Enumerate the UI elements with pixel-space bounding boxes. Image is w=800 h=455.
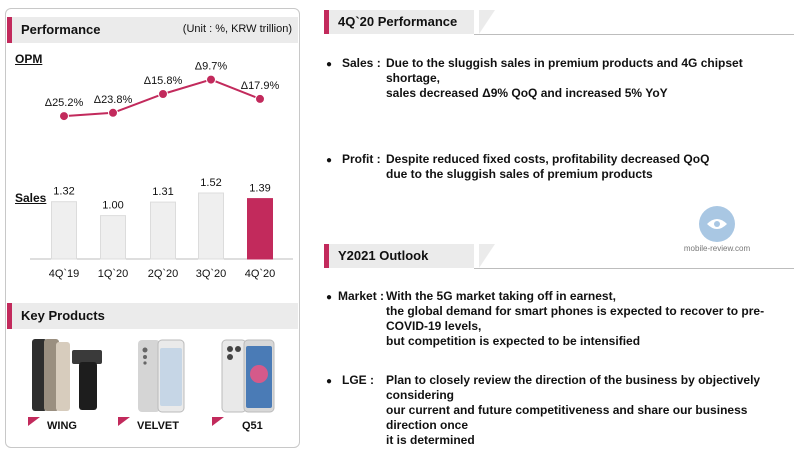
opm-point	[158, 89, 168, 99]
perf-divider	[474, 34, 794, 35]
key-products-title: Key Products	[21, 308, 105, 323]
opm-label: OPM	[15, 52, 43, 66]
unit-label: (Unit : %, KRW trillion)	[182, 23, 292, 35]
quarter-tick-label: 4Q`20	[245, 268, 276, 280]
product-velvet[interactable]	[132, 336, 192, 416]
outlook-text-line: our current and future competitiveness a…	[386, 403, 748, 432]
perf-text-line: Despite reduced fixed costs, profitabili…	[386, 152, 710, 166]
outlook-item-market: ● Market : With the 5G market taking off…	[324, 289, 794, 348]
product-q51[interactable]	[218, 336, 288, 416]
quarter-tick-label: 4Q`19	[49, 268, 80, 280]
watermark: mobile-review.com	[682, 206, 752, 253]
quarter-tick-label: 3Q`20	[196, 268, 227, 280]
sales-label: Sales	[15, 191, 47, 205]
sales-data-label: 1.52	[200, 177, 221, 189]
sales-data-label: 1.39	[249, 183, 270, 195]
sales-bar	[247, 198, 273, 260]
perf-item-sales: ● Sales : Due to the sluggish sales in p…	[324, 56, 794, 100]
performance-title: Performance	[21, 22, 101, 37]
velvet-marker-icon	[118, 417, 130, 426]
bullet-icon: ●	[326, 376, 333, 387]
perf-item-profit: ● Profit : Despite reduced fixed costs, …	[324, 152, 794, 192]
sales-data-label: 1.31	[152, 186, 173, 198]
opm-point	[255, 93, 265, 104]
outlook-divider	[474, 268, 794, 269]
quarter-tick-label: 2Q`20	[148, 268, 179, 280]
bullet-icon: ●	[326, 155, 333, 166]
watermark-text: mobile-review.com	[683, 244, 751, 253]
sales-bar-chart: 1.32 1.00 1.31 1.52 1.39	[51, 177, 273, 260]
opm-point	[59, 111, 69, 122]
watermark-logo-icon	[699, 206, 735, 242]
outlook-text-line: With the 5G market taking off in earnest…	[386, 289, 616, 303]
performance-chart: Δ25.2% Δ23.8%Δ15.8%Δ9.7%Δ17.9% 1.321.001.…	[30, 61, 293, 280]
perf-text-line: Due to the sluggish sales in premium pro…	[386, 56, 743, 85]
opm-point	[206, 74, 216, 85]
sales-bar	[198, 192, 224, 260]
outlook-section-header: Y2021 Outlook	[324, 244, 495, 268]
product-name-wing: WING	[47, 420, 77, 432]
opm-data-label: Δ9.7%	[195, 61, 228, 73]
sales-bar	[100, 215, 126, 260]
bullet-icon: ●	[326, 59, 333, 70]
sales-bar	[51, 201, 77, 260]
opm-data-label: Δ23.8%	[94, 94, 133, 106]
quarter-tick-label: 1Q`20	[98, 268, 129, 280]
q51-marker-icon	[212, 417, 224, 426]
velvet-phone-image	[138, 339, 185, 413]
outlook-text-line: but competition is expected to be intens…	[386, 334, 641, 348]
outlook-section-title: Y2021 Outlook	[338, 248, 429, 263]
opm-data-label: Δ25.2%	[45, 97, 84, 109]
perf-text-line: sales decreased Δ9% QoQ and increased 5%…	[386, 86, 668, 100]
outlook-text-line: Plan to closely review the direction of …	[386, 373, 761, 402]
perf-text-line: due to the sluggish sales of premium pro…	[386, 167, 653, 181]
outlook-key-lge: LGE :	[342, 373, 374, 387]
outlook-text-line: it is determined	[386, 433, 475, 447]
opm-data-label: Δ15.8%	[144, 75, 183, 87]
quarter-tick-labels: 4Q`19 1Q`20 2Q`20 3Q`20 4Q`20	[49, 268, 276, 280]
opm-line-chart: Δ25.2% Δ23.8% Δ15.8% Δ9.7% Δ17.9%	[45, 61, 280, 122]
product-name-q51: Q51	[242, 420, 263, 432]
product-wing[interactable]	[24, 336, 104, 416]
outlook-item-lge: ● LGE : Plan to closely review the direc…	[324, 373, 794, 447]
bullet-icon: ●	[326, 292, 333, 303]
sales-bar	[150, 201, 176, 260]
perf-section-title: 4Q`20 Performance	[338, 14, 458, 29]
wing-phone-image	[32, 339, 102, 411]
outlook-text-line: the global demand for smart phones is ex…	[386, 304, 765, 333]
opm-data-label: Δ17.9%	[241, 80, 280, 92]
performance-header: Performance (Unit : %, KRW trillion)	[7, 17, 298, 43]
opm-point	[108, 107, 118, 118]
sales-data-label: 1.00	[102, 200, 123, 212]
perf-key-profit: Profit :	[342, 152, 381, 166]
q51-phone-image	[221, 339, 275, 413]
product-name-velvet: VELVET	[137, 420, 179, 432]
perf-key-sales: Sales :	[342, 56, 381, 70]
performance-section-header: 4Q`20 Performance	[324, 10, 495, 34]
wing-marker-icon	[28, 417, 40, 426]
sales-data-label: 1.32	[53, 186, 74, 198]
key-products-header: Key Products	[7, 303, 298, 329]
outlook-key-market: Market :	[338, 289, 385, 303]
